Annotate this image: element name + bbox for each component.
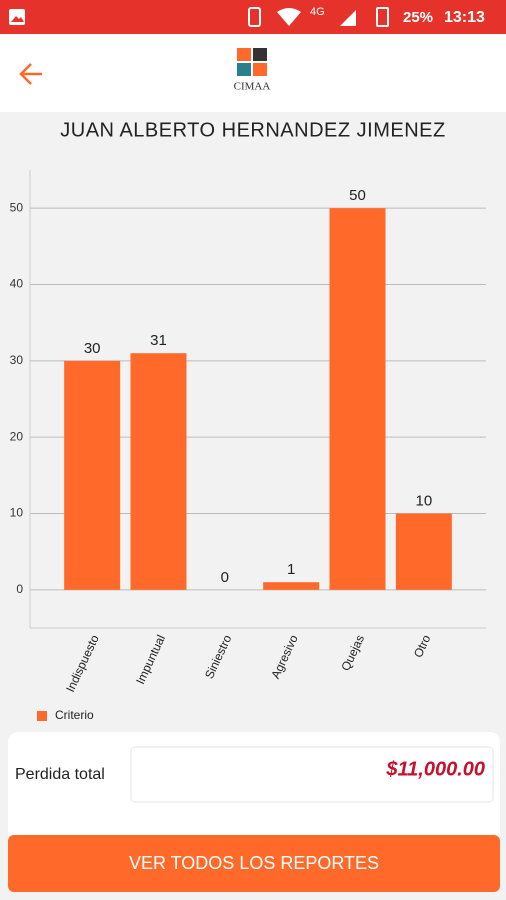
y-tick-label: 10 <box>10 506 24 520</box>
y-tick-label: 40 <box>10 277 24 291</box>
legend-label: Criterio <box>55 708 94 722</box>
value-label: 30 <box>84 340 101 357</box>
battery-icon <box>376 7 389 27</box>
amount-field <box>130 746 494 803</box>
x-tick-label: Impuntual <box>133 633 168 687</box>
y-tick-label: 0 <box>16 582 23 596</box>
x-tick-label: Otro <box>411 632 434 659</box>
back-button[interactable] <box>19 63 42 85</box>
summary-label: Perdida total <box>15 766 105 783</box>
reports-button-label: VER TODOS LOS REPORTES <box>129 853 379 873</box>
value-label: 0 <box>221 569 229 586</box>
wifi-icon <box>277 8 301 26</box>
network-label: 4G <box>310 6 325 18</box>
y-tick-label: 30 <box>10 353 24 367</box>
value-label: 31 <box>150 332 167 349</box>
logo-mark <box>237 63 251 76</box>
vibrate-icon <box>248 7 261 27</box>
clock: 13:13 <box>444 9 485 26</box>
bar <box>329 208 386 590</box>
signal-icon <box>340 10 356 26</box>
x-tick-label: Indispuesto <box>63 632 102 694</box>
value-label: 10 <box>415 492 432 509</box>
status-bar <box>0 0 506 34</box>
logo-text: CIMAA <box>234 81 271 93</box>
battery-level: 25% <box>403 9 433 26</box>
value-label: 50 <box>349 187 366 204</box>
logo-mark <box>237 48 251 61</box>
y-tick-label: 20 <box>10 429 24 443</box>
bar <box>130 353 187 590</box>
amount: $11,000.00 <box>385 758 485 780</box>
reports-button[interactable] <box>8 835 500 892</box>
logo-mark <box>253 63 267 76</box>
value-label: 1 <box>287 561 295 578</box>
image-icon-glyph <box>11 16 24 22</box>
bar <box>263 582 320 590</box>
bar <box>64 360 121 590</box>
y-tick-label: 50 <box>10 200 24 214</box>
x-tick-label: Siniestro <box>202 632 235 681</box>
logo-mark <box>253 48 267 61</box>
legend-swatch <box>37 711 47 721</box>
chart-title: JUAN ALBERTO HERNANDEZ JIMENEZ <box>60 119 445 141</box>
bar <box>395 513 452 590</box>
x-tick-label: Quejas <box>338 633 367 673</box>
x-tick-label: Agresivo <box>268 632 301 681</box>
